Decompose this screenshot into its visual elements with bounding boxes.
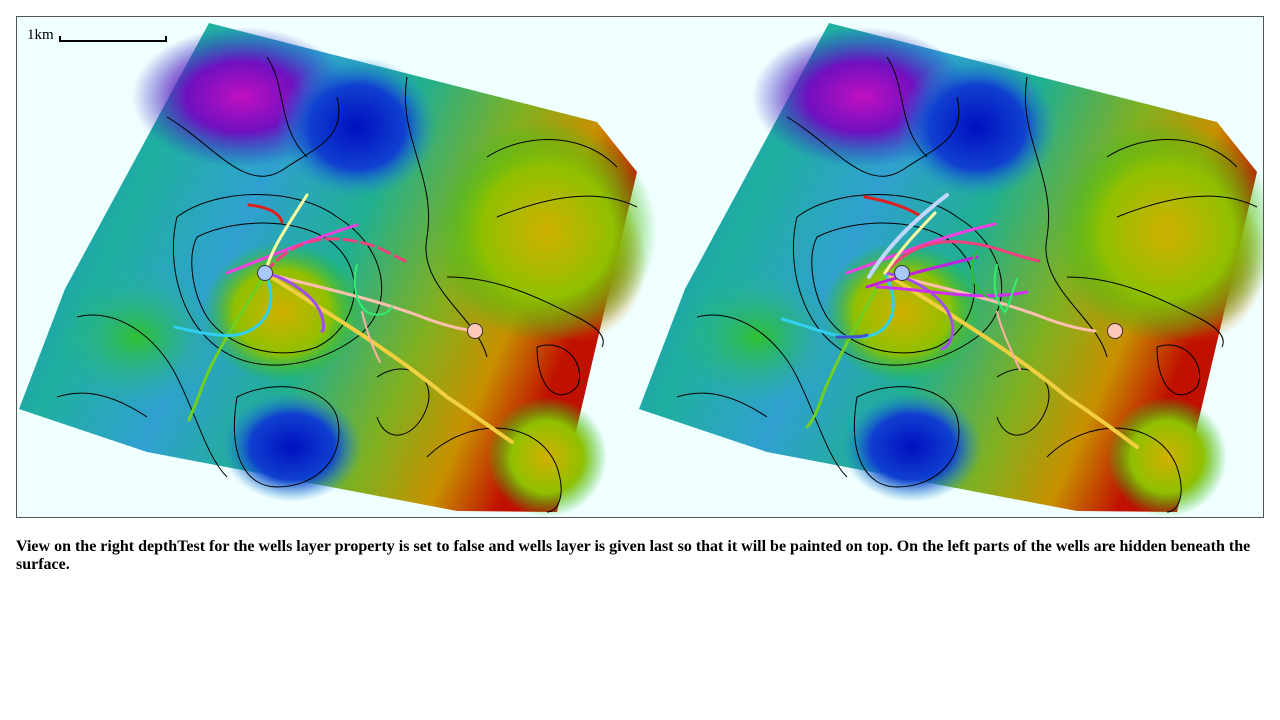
right-wells[interactable]	[780, 193, 1139, 449]
map-viewer-frame[interactable]: 1km	[16, 16, 1264, 518]
left-map-surface[interactable]	[19, 23, 657, 517]
scale-bar-line	[59, 36, 167, 42]
map-canvas[interactable]	[17, 17, 1263, 517]
figure-caption: View on the right depthTest for the well…	[16, 538, 1251, 573]
left-well-head-pink[interactable]	[467, 323, 483, 339]
scale-label: 1km	[27, 27, 54, 43]
right-well-head-blue[interactable]	[894, 265, 910, 281]
right-well-head-pink[interactable]	[1107, 323, 1123, 339]
left-contour-lines	[56, 56, 638, 513]
left-well-head-blue[interactable]	[257, 265, 273, 281]
right-map-surface[interactable]	[639, 23, 1263, 517]
